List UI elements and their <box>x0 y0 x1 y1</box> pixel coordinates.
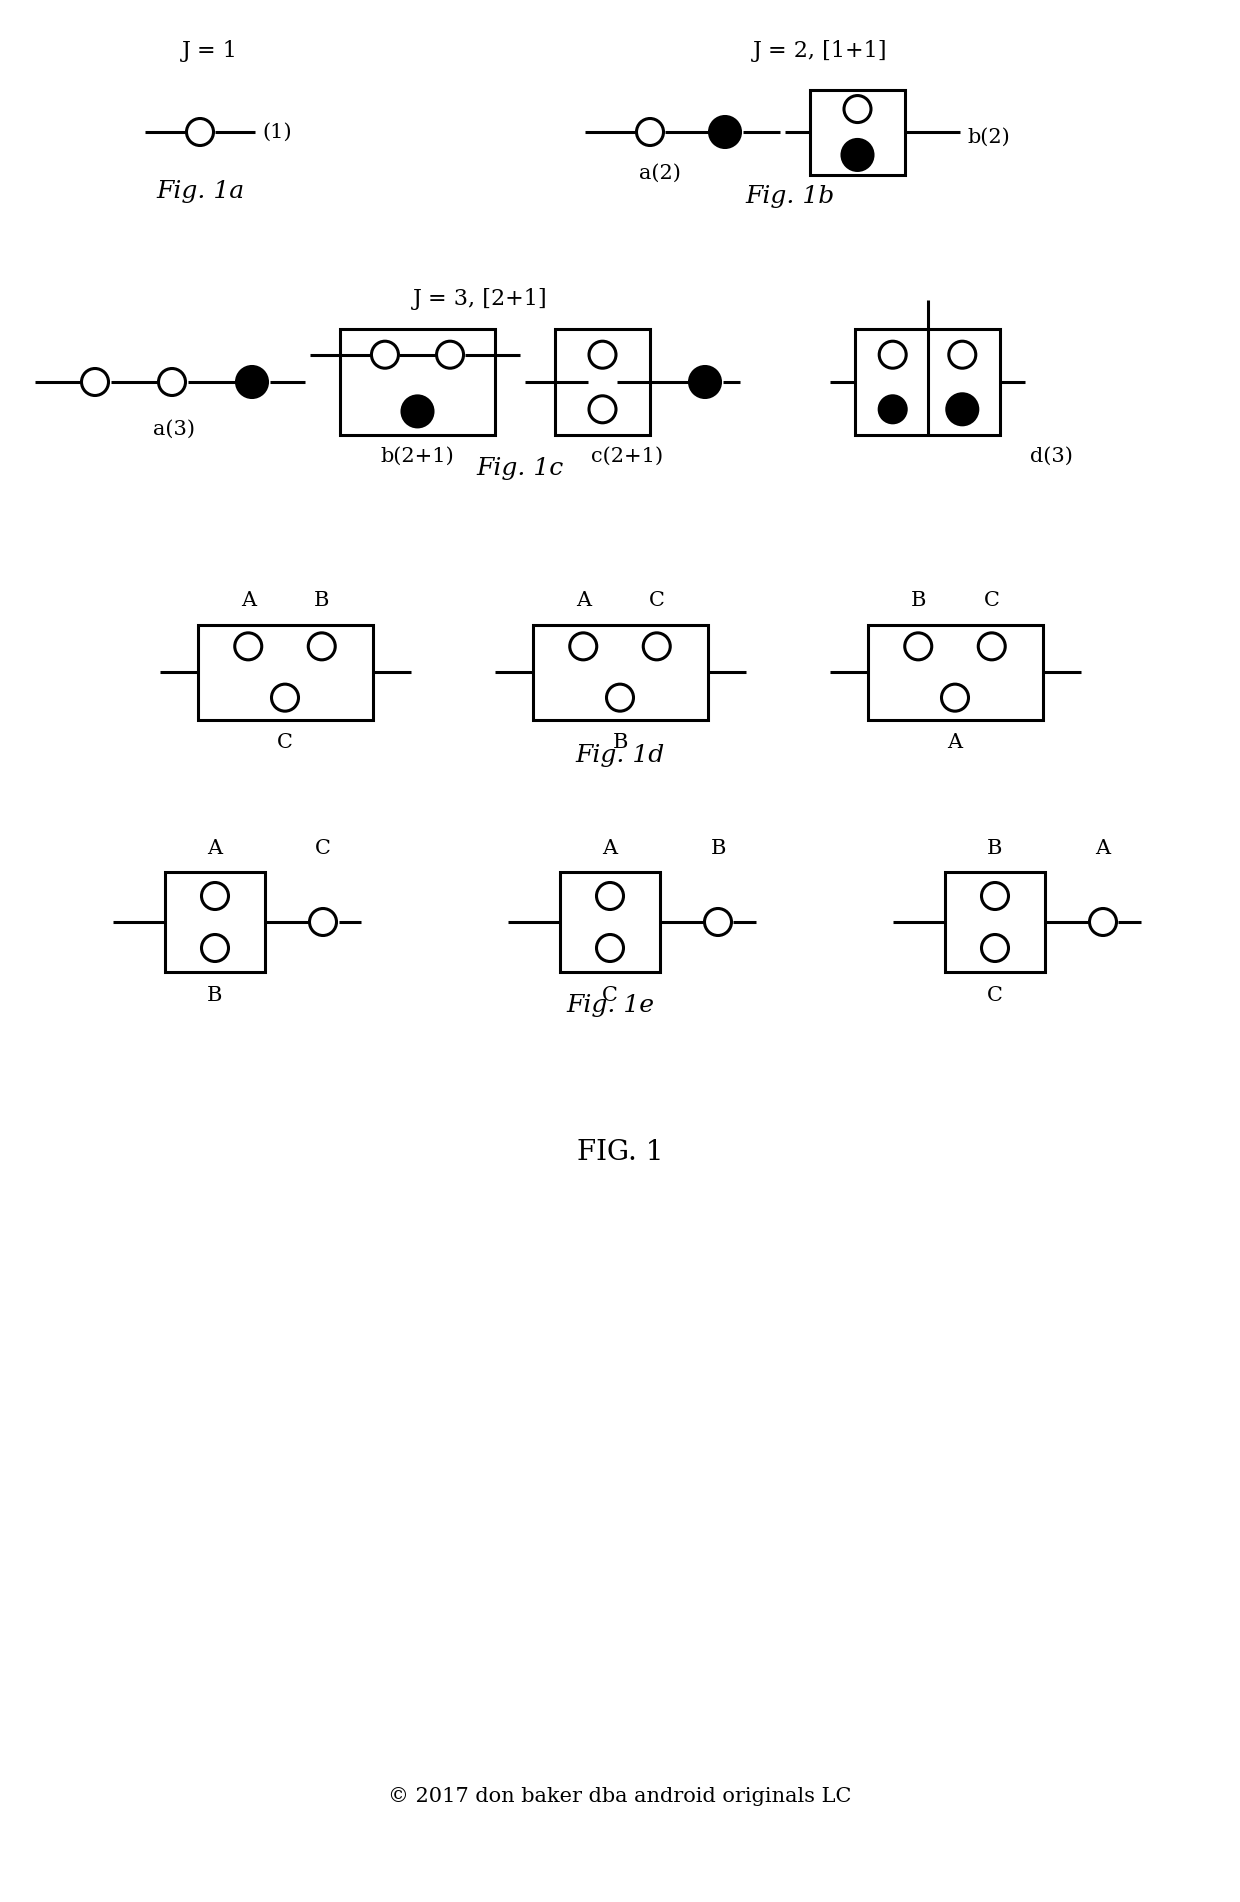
Text: (1): (1) <box>262 122 291 141</box>
Text: b(2+1): b(2+1) <box>381 447 454 466</box>
Bar <box>197 624 372 719</box>
Circle shape <box>596 883 624 909</box>
Circle shape <box>159 369 186 396</box>
Text: B: B <box>314 592 330 611</box>
Circle shape <box>1090 909 1116 936</box>
Text: a(2): a(2) <box>639 164 681 183</box>
Text: Fig. 1a: Fig. 1a <box>156 181 244 204</box>
Circle shape <box>982 883 1008 909</box>
Text: d(3): d(3) <box>1030 447 1073 466</box>
Circle shape <box>689 367 720 398</box>
Bar <box>560 871 660 972</box>
Text: C: C <box>315 839 331 858</box>
Text: A: A <box>603 839 618 858</box>
Circle shape <box>644 633 671 660</box>
Bar <box>868 624 1043 719</box>
Text: J = 1: J = 1 <box>182 40 238 63</box>
Text: A: A <box>241 592 255 611</box>
Circle shape <box>201 934 228 962</box>
Circle shape <box>201 883 228 909</box>
Text: A: A <box>1095 839 1111 858</box>
Text: C: C <box>983 592 999 611</box>
Circle shape <box>82 369 109 396</box>
Text: C: C <box>277 734 293 753</box>
Bar <box>856 329 999 434</box>
Circle shape <box>978 633 1006 660</box>
Text: A: A <box>575 592 590 611</box>
Circle shape <box>636 118 663 145</box>
Circle shape <box>589 340 616 369</box>
Text: B: B <box>711 839 725 858</box>
Bar <box>340 329 495 434</box>
Circle shape <box>709 116 740 148</box>
Text: C: C <box>649 592 665 611</box>
Text: Fig. 1c: Fig. 1c <box>476 456 564 479</box>
Bar <box>556 329 650 434</box>
Circle shape <box>842 139 873 171</box>
Circle shape <box>606 685 634 711</box>
Bar <box>945 871 1045 972</box>
Circle shape <box>947 394 978 424</box>
Circle shape <box>941 685 968 711</box>
Text: b(2): b(2) <box>967 127 1009 146</box>
Circle shape <box>309 633 335 660</box>
Text: J = 3, [2+1]: J = 3, [2+1] <box>413 287 547 310</box>
Text: B: B <box>987 839 1003 858</box>
Text: C: C <box>987 985 1003 1004</box>
Circle shape <box>569 633 596 660</box>
Text: A: A <box>207 839 222 858</box>
Text: B: B <box>613 734 627 753</box>
Text: B: B <box>207 985 223 1004</box>
Text: © 2017 don baker dba android originals LC: © 2017 don baker dba android originals L… <box>388 1788 852 1807</box>
Text: Fig. 1e: Fig. 1e <box>565 995 653 1018</box>
Circle shape <box>372 340 398 369</box>
Circle shape <box>186 118 213 145</box>
Circle shape <box>949 340 976 369</box>
Circle shape <box>237 367 268 398</box>
Circle shape <box>704 909 732 936</box>
Circle shape <box>234 633 262 660</box>
Circle shape <box>879 340 906 369</box>
Text: C: C <box>603 985 618 1004</box>
Text: c(2+1): c(2+1) <box>591 447 663 466</box>
Circle shape <box>589 396 616 422</box>
Circle shape <box>402 396 433 426</box>
Circle shape <box>905 633 931 660</box>
Text: A: A <box>947 734 962 753</box>
Bar <box>810 89 905 175</box>
Circle shape <box>436 340 464 369</box>
Text: FIG. 1: FIG. 1 <box>577 1139 663 1166</box>
Text: Fig. 1b: Fig. 1b <box>745 184 835 207</box>
Circle shape <box>879 396 906 422</box>
Text: B: B <box>910 592 926 611</box>
Circle shape <box>982 934 1008 962</box>
Circle shape <box>310 909 336 936</box>
Circle shape <box>596 934 624 962</box>
Circle shape <box>844 95 870 122</box>
Bar <box>165 871 265 972</box>
Text: Fig. 1d: Fig. 1d <box>575 744 665 767</box>
Text: a(3): a(3) <box>153 420 195 439</box>
Text: J = 2, [1+1]: J = 2, [1+1] <box>753 40 888 63</box>
Bar <box>532 624 708 719</box>
Circle shape <box>272 685 299 711</box>
